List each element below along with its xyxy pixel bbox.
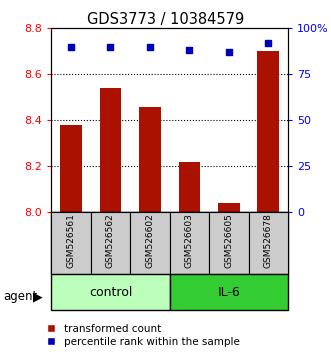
Text: GSM526602: GSM526602 <box>145 213 155 268</box>
Point <box>69 44 74 50</box>
Bar <box>100 88 121 212</box>
Text: ▶: ▶ <box>33 290 43 303</box>
Bar <box>218 203 240 212</box>
Text: GSM526605: GSM526605 <box>224 213 233 268</box>
Text: control: control <box>89 286 132 298</box>
FancyBboxPatch shape <box>51 212 91 274</box>
Legend: transformed count, percentile rank within the sample: transformed count, percentile rank withi… <box>45 322 242 349</box>
FancyBboxPatch shape <box>169 274 288 310</box>
Text: GSM526561: GSM526561 <box>67 213 75 268</box>
Bar <box>139 107 161 212</box>
FancyBboxPatch shape <box>51 274 169 310</box>
Point <box>147 44 153 50</box>
FancyBboxPatch shape <box>169 212 209 274</box>
Text: GSM526603: GSM526603 <box>185 213 194 268</box>
FancyBboxPatch shape <box>209 212 249 274</box>
Bar <box>60 125 82 212</box>
Point <box>187 47 192 53</box>
Point <box>108 44 113 50</box>
FancyBboxPatch shape <box>249 212 288 274</box>
Bar <box>258 51 279 212</box>
Point <box>265 40 271 46</box>
FancyBboxPatch shape <box>91 212 130 274</box>
Point <box>226 50 231 55</box>
Text: GSM526562: GSM526562 <box>106 213 115 268</box>
FancyBboxPatch shape <box>130 212 169 274</box>
Text: GDS3773 / 10384579: GDS3773 / 10384579 <box>87 12 244 27</box>
Text: IL-6: IL-6 <box>217 286 240 298</box>
Text: agent: agent <box>3 290 37 303</box>
Bar <box>178 162 200 212</box>
Text: GSM526678: GSM526678 <box>264 213 273 268</box>
